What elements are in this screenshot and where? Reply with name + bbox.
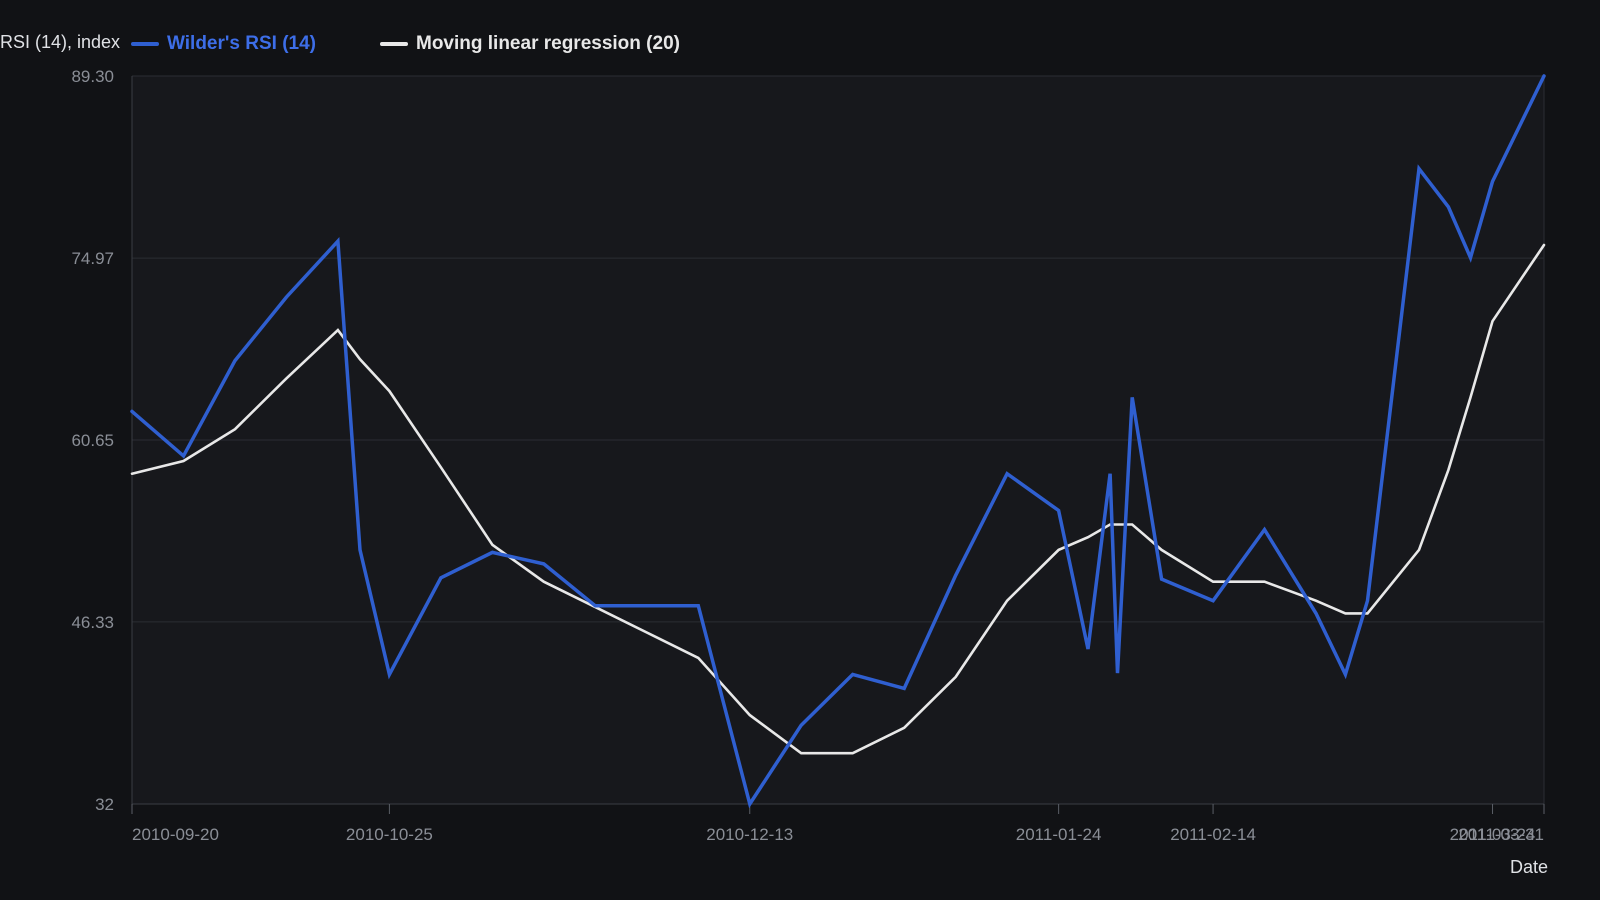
series-line-regression	[130, 243, 1546, 755]
x-tick-label: 2010-09-20	[132, 825, 219, 844]
x-axis-label: Date	[1509, 857, 1548, 877]
legend-label-rsi: Wilder's RSI (14)	[167, 33, 316, 54]
y-tick-label: 60.65	[71, 431, 114, 450]
legend-item-regression[interactable]: Moving linear regression (20)	[380, 33, 680, 55]
series-line-rsi	[130, 74, 1546, 809]
x-tick-label: 2011-02-14	[1170, 825, 1256, 844]
y-tick-label: 74.97	[71, 249, 114, 268]
x-tick-label: 2011-01-24	[1016, 825, 1102, 844]
legend-item-rsi[interactable]: Wilder's RSI (14)	[131, 33, 316, 55]
x-tick-label: 2011-03-31	[1458, 825, 1544, 844]
legend-swatch-rsi	[131, 42, 159, 46]
y-tick-label: 89.30	[71, 67, 114, 86]
y-tick-label: 46.33	[71, 613, 114, 632]
x-tick-label: 2011-03-24	[1450, 825, 1536, 844]
x-tick-label: 2010-10-25	[346, 825, 433, 844]
legend-swatch-regression	[380, 42, 408, 46]
legend-label-regression: Moving linear regression (20)	[416, 33, 680, 54]
legend: Wilder's RSI (14) Moving linear regressi…	[131, 33, 744, 55]
y-axis-label: RSI (14), index	[0, 32, 121, 52]
y-tick-label: 32	[95, 795, 114, 814]
x-tick-label: 2010-12-13	[706, 825, 793, 844]
